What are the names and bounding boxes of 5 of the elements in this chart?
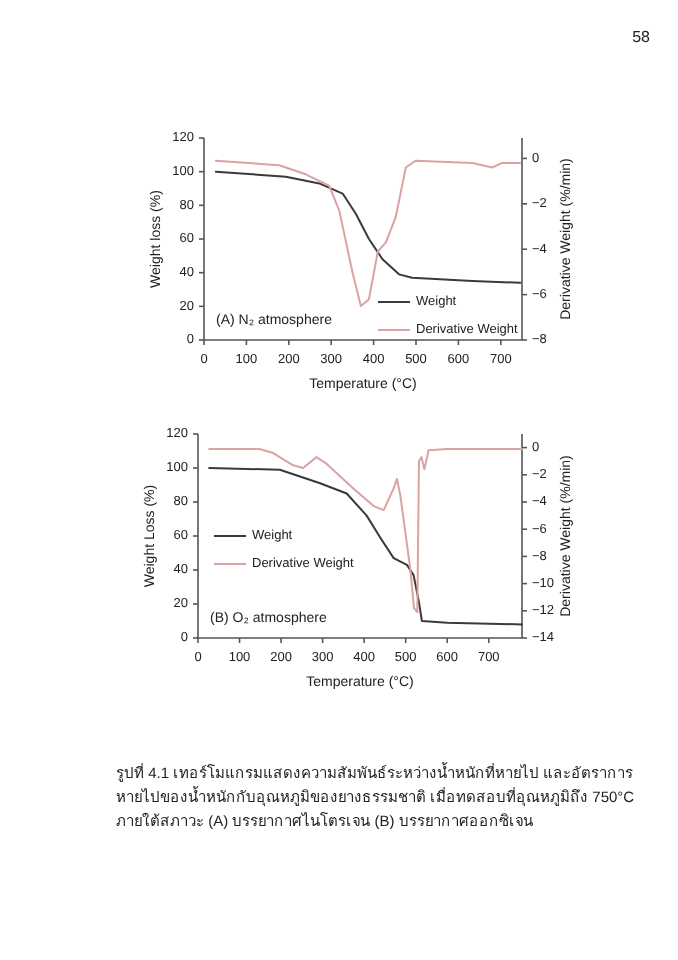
line-series (208, 447, 523, 614)
line-series (214, 170, 522, 284)
line-series (208, 467, 523, 626)
text: 58 (632, 28, 650, 46)
line-series (214, 159, 522, 307)
